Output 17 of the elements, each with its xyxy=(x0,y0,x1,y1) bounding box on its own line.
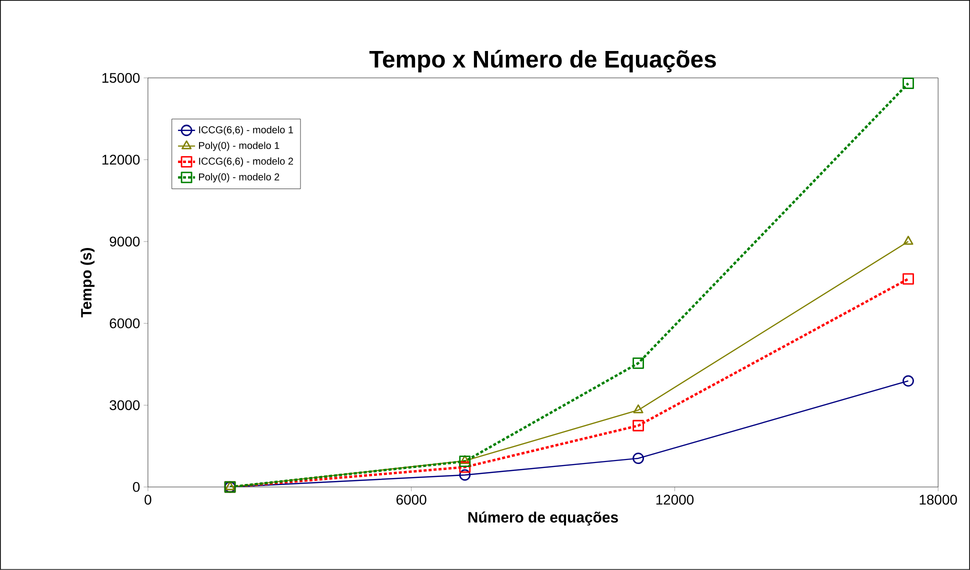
y-tick-label: 9000 xyxy=(110,236,140,247)
y-tick-label: 6000 xyxy=(110,318,140,328)
x-axis-title: Número de equações xyxy=(468,512,618,526)
y-tick-label: 12000 xyxy=(102,154,140,165)
y-axis-title: Tempo (s) xyxy=(80,248,95,318)
y-tick-label: 0 xyxy=(132,482,140,492)
x-tick-label: 0 xyxy=(144,494,152,505)
legend-label: ICCG(6,6) - modelo 1 xyxy=(199,126,294,136)
x-tick-label: 6000 xyxy=(396,494,426,505)
legend-label: Poly(0) - modelo 2 xyxy=(199,173,280,182)
y-tick-label: 15000 xyxy=(102,73,140,83)
legend-label: Poly(0) - modelo 1 xyxy=(199,142,280,152)
legend-label: ICCG(6,6) - modelo 2 xyxy=(199,157,293,167)
x-tick-label: 12000 xyxy=(656,494,694,505)
y-tick-label: 3000 xyxy=(110,400,140,410)
x-tick-label: 18000 xyxy=(920,494,957,505)
chart-title: Tempo x Número de Equações xyxy=(369,50,716,72)
